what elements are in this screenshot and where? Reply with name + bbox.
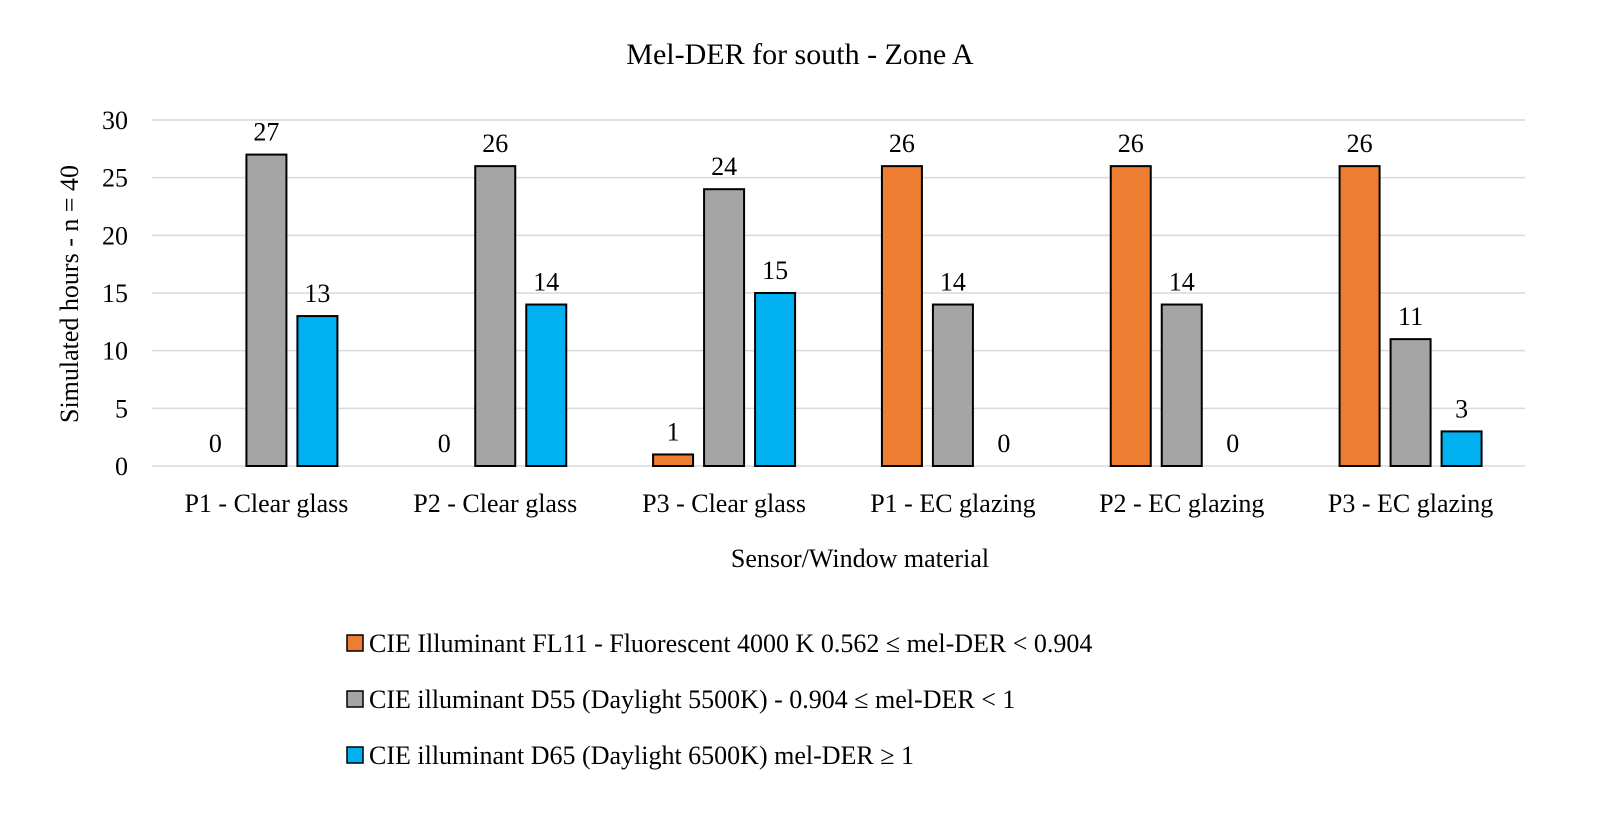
data-label: 1 (667, 417, 680, 446)
legend-label-3: CIE illuminant D65 (Daylight 6500K) mel-… (369, 741, 914, 770)
bar-1-3 (652, 453, 695, 468)
y-tick-label: 0 (115, 452, 128, 481)
chart-title: Mel-DER for south - Zone A (626, 38, 974, 71)
data-label: 26 (482, 129, 508, 158)
y-axis-ticks: 0 5 10 15 20 25 30 (102, 106, 128, 481)
bars (245, 153, 1483, 468)
x-tick-label: P1 - Clear glass (184, 489, 348, 518)
data-label: 13 (304, 279, 330, 308)
x-axis-ticks: P1 - Clear glass P2 - Clear glass P3 - Cle… (184, 489, 1493, 518)
data-label: 26 (889, 129, 915, 158)
data-label: 14 (533, 268, 559, 297)
x-tick-label: P1 - EC glazing (870, 489, 1035, 518)
y-tick-label: 10 (102, 337, 128, 366)
data-label: 11 (1398, 302, 1423, 331)
data-label: 3 (1455, 394, 1468, 423)
bar-2-5 (1160, 303, 1203, 467)
legend-label-1: CIE Illuminant FL11 - Fluorescent 4000 K… (369, 629, 1092, 658)
bar-2-4 (931, 303, 974, 467)
bar-1-6 (1338, 165, 1381, 467)
bar-3-1 (296, 315, 339, 468)
bar-2-3 (703, 188, 746, 467)
bar-2-6 (1389, 338, 1432, 467)
bar-2-1 (245, 153, 288, 467)
legend-swatch-3 (346, 746, 364, 764)
y-tick-label: 30 (102, 106, 128, 135)
legend-label-2: CIE illuminant D55 (Daylight 5500K) - 0.… (369, 685, 1015, 714)
data-label: 0 (997, 429, 1010, 458)
bar-2-2 (474, 165, 517, 467)
bar-1-4 (880, 165, 923, 467)
bar-3-2 (525, 303, 568, 467)
legend-swatch-1 (346, 634, 364, 652)
data-label: 15 (762, 256, 788, 285)
gridlines (152, 119, 1525, 467)
x-tick-label: P2 - EC glazing (1099, 489, 1264, 518)
y-axis-label: Simulated hours - n = 40 (55, 165, 84, 423)
data-label: 26 (1118, 129, 1144, 158)
y-tick-label: 15 (102, 279, 128, 308)
data-label: 0 (209, 429, 222, 458)
x-tick-label: P3 - EC glazing (1328, 489, 1493, 518)
y-tick-label: 5 (115, 394, 128, 423)
y-tick-label: 25 (102, 164, 128, 193)
bar-3-6 (1440, 430, 1483, 467)
data-label: 0 (438, 429, 451, 458)
bar-1-5 (1109, 165, 1152, 467)
legend: CIE Illuminant FL11 - Fluorescent 4000 K… (346, 629, 1092, 770)
legend-swatch-2 (346, 690, 364, 708)
data-label: 26 (1347, 129, 1373, 158)
data-label: 24 (711, 152, 737, 181)
y-tick-label: 20 (102, 221, 128, 250)
data-label: 27 (253, 118, 279, 147)
data-label: 14 (1169, 268, 1195, 297)
data-label: 14 (940, 268, 966, 297)
x-tick-label: P2 - Clear glass (413, 489, 577, 518)
data-label: 0 (1226, 429, 1239, 458)
bar-3-3 (754, 292, 797, 467)
x-tick-label: P3 - Clear glass (642, 489, 806, 518)
data-labels: 0 27 13 0 26 14 1 24 15 26 14 0 26 14 0 26 11 3 (209, 118, 1468, 458)
x-axis-label: Sensor/Window material (731, 544, 989, 573)
